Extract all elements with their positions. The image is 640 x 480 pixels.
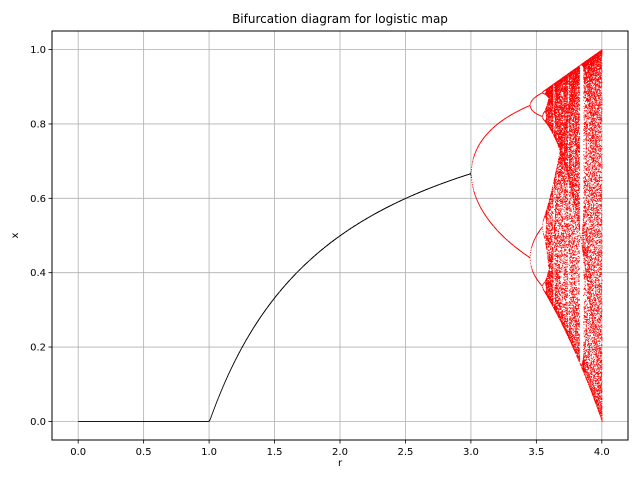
- x-tick-label: 2.0: [332, 447, 348, 458]
- x-tick-label: 4.0: [594, 447, 610, 458]
- y-tick-label: 0.2: [30, 343, 46, 354]
- y-tick-label: 0.4: [30, 268, 46, 279]
- y-axis-label: x: [10, 232, 21, 238]
- x-axis-label: r: [338, 458, 343, 469]
- x-tick-label: 3.5: [528, 447, 544, 458]
- y-tick-label: 0.0: [30, 417, 46, 428]
- data-points: [78, 49, 603, 422]
- x-tick-label: 0.0: [70, 447, 86, 458]
- x-tick-label: 1.0: [201, 447, 217, 458]
- stable-region-points: [78, 169, 472, 422]
- y-tick-label: 0.8: [30, 119, 46, 130]
- x-tick-label: 1.5: [267, 447, 283, 458]
- chaotic-region-points: [471, 49, 603, 422]
- x-tick-label: 3.0: [463, 447, 479, 458]
- y-tick-label: 0.6: [30, 194, 46, 205]
- x-tick-label: 2.5: [398, 447, 414, 458]
- chart-title: Bifurcation diagram for logistic map: [232, 12, 448, 26]
- y-tick-label: 1.0: [30, 45, 46, 56]
- x-tick-label: 0.5: [136, 447, 152, 458]
- axis-ticks: 0.0 0.5 1.0 1.5 2.0 2.5 3.0 3.5 4.0 0.0 0.2 0.4 0.6 0…: [30, 45, 610, 458]
